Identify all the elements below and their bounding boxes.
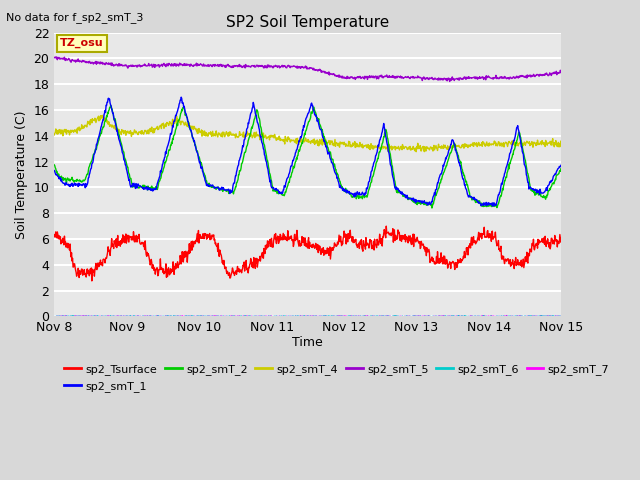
Legend: sp2_Tsurface, sp2_smT_1, sp2_smT_2, sp2_smT_4, sp2_smT_5, sp2_smT_6, sp2_smT_7: sp2_Tsurface, sp2_smT_1, sp2_smT_2, sp2_…	[60, 360, 614, 396]
Y-axis label: Soil Temperature (C): Soil Temperature (C)	[15, 110, 28, 239]
X-axis label: Time: Time	[292, 336, 323, 349]
Text: TZ_osu: TZ_osu	[60, 38, 104, 48]
Text: No data for f_sp2_smT_3: No data for f_sp2_smT_3	[6, 12, 144, 23]
Title: SP2 Soil Temperature: SP2 Soil Temperature	[226, 15, 390, 30]
